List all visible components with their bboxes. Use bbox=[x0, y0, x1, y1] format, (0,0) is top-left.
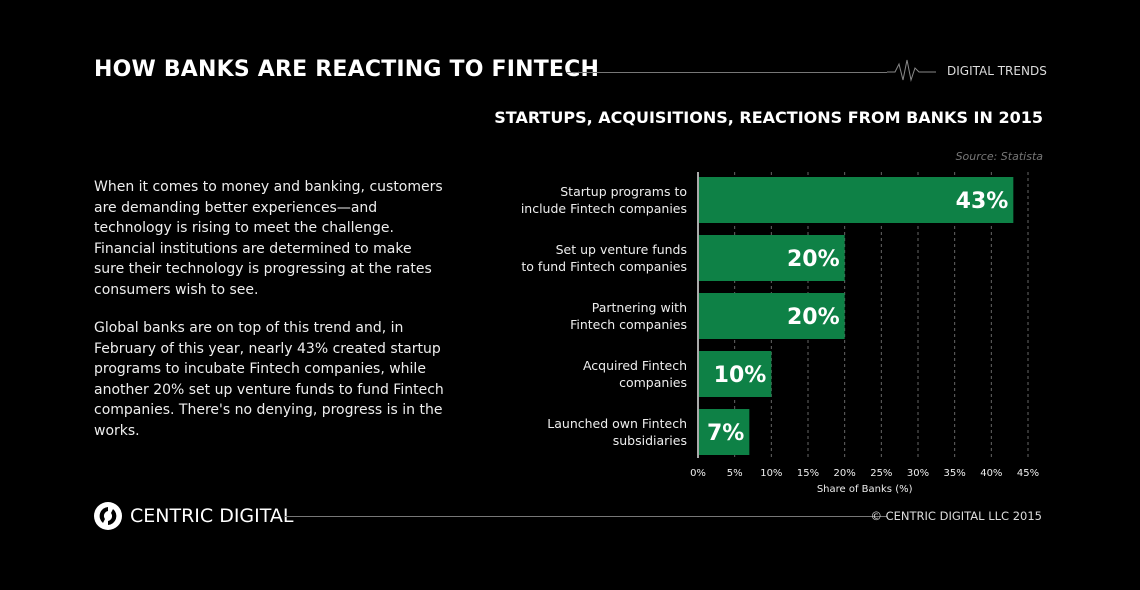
footer-logo: CENTRIC DIGITAL bbox=[94, 502, 293, 530]
bar bbox=[698, 409, 750, 455]
chart-title: STARTUPS, ACQUISITIONS, REACTIONS FROM B… bbox=[494, 108, 1043, 127]
category-label: Set up venture funds to fund Fintech comp… bbox=[521, 242, 687, 274]
bar bbox=[698, 235, 845, 281]
tick-label: 40% bbox=[980, 468, 1002, 479]
bar bbox=[698, 177, 1014, 223]
category-label: Startup programs to include Fintech compa… bbox=[520, 184, 687, 216]
tick-label: 35% bbox=[944, 468, 966, 479]
paragraph: When it comes to money and banking, cust… bbox=[94, 179, 443, 298]
tick-label: 20% bbox=[834, 468, 856, 479]
logo-text: CENTRIC DIGITAL bbox=[130, 505, 294, 527]
x-axis-title: Share of Banks (%) bbox=[817, 484, 913, 495]
data-label: 7% bbox=[707, 421, 744, 446]
data-label: 43% bbox=[956, 189, 1009, 214]
brand-label: DIGITAL TRENDS bbox=[947, 64, 1047, 78]
category-label: Acquired Fintech companies bbox=[582, 358, 687, 390]
tick-label: 15% bbox=[797, 468, 819, 479]
chart-source: Source: Statista bbox=[955, 150, 1043, 163]
bar bbox=[698, 351, 772, 397]
tick-label: 25% bbox=[870, 468, 892, 479]
centric-logo-icon bbox=[94, 502, 122, 530]
bar bbox=[698, 293, 845, 339]
tick-label: 45% bbox=[1017, 468, 1039, 479]
category-label: Partnering with Fintech companies bbox=[570, 300, 687, 332]
footer-divider bbox=[285, 516, 887, 517]
body-text: When it comes to money and banking, cust… bbox=[94, 177, 444, 459]
header-divider bbox=[567, 72, 887, 73]
paragraph: Global banks are on top of this trend an… bbox=[94, 320, 444, 439]
tick-label: 30% bbox=[907, 468, 929, 479]
data-label: 20% bbox=[787, 247, 840, 272]
data-label: 10% bbox=[714, 363, 767, 388]
tick-label: 10% bbox=[760, 468, 782, 479]
tick-label: 5% bbox=[727, 468, 743, 479]
data-label: 20% bbox=[787, 305, 840, 330]
category-label: Launched own Fintech subsidiaries bbox=[547, 416, 687, 448]
page-title: HOW BANKS ARE REACTING TO FINTECH bbox=[94, 57, 600, 82]
copyright: © CENTRIC DIGITAL LLC 2015 bbox=[870, 509, 1042, 523]
tick-label: 0% bbox=[690, 468, 706, 479]
